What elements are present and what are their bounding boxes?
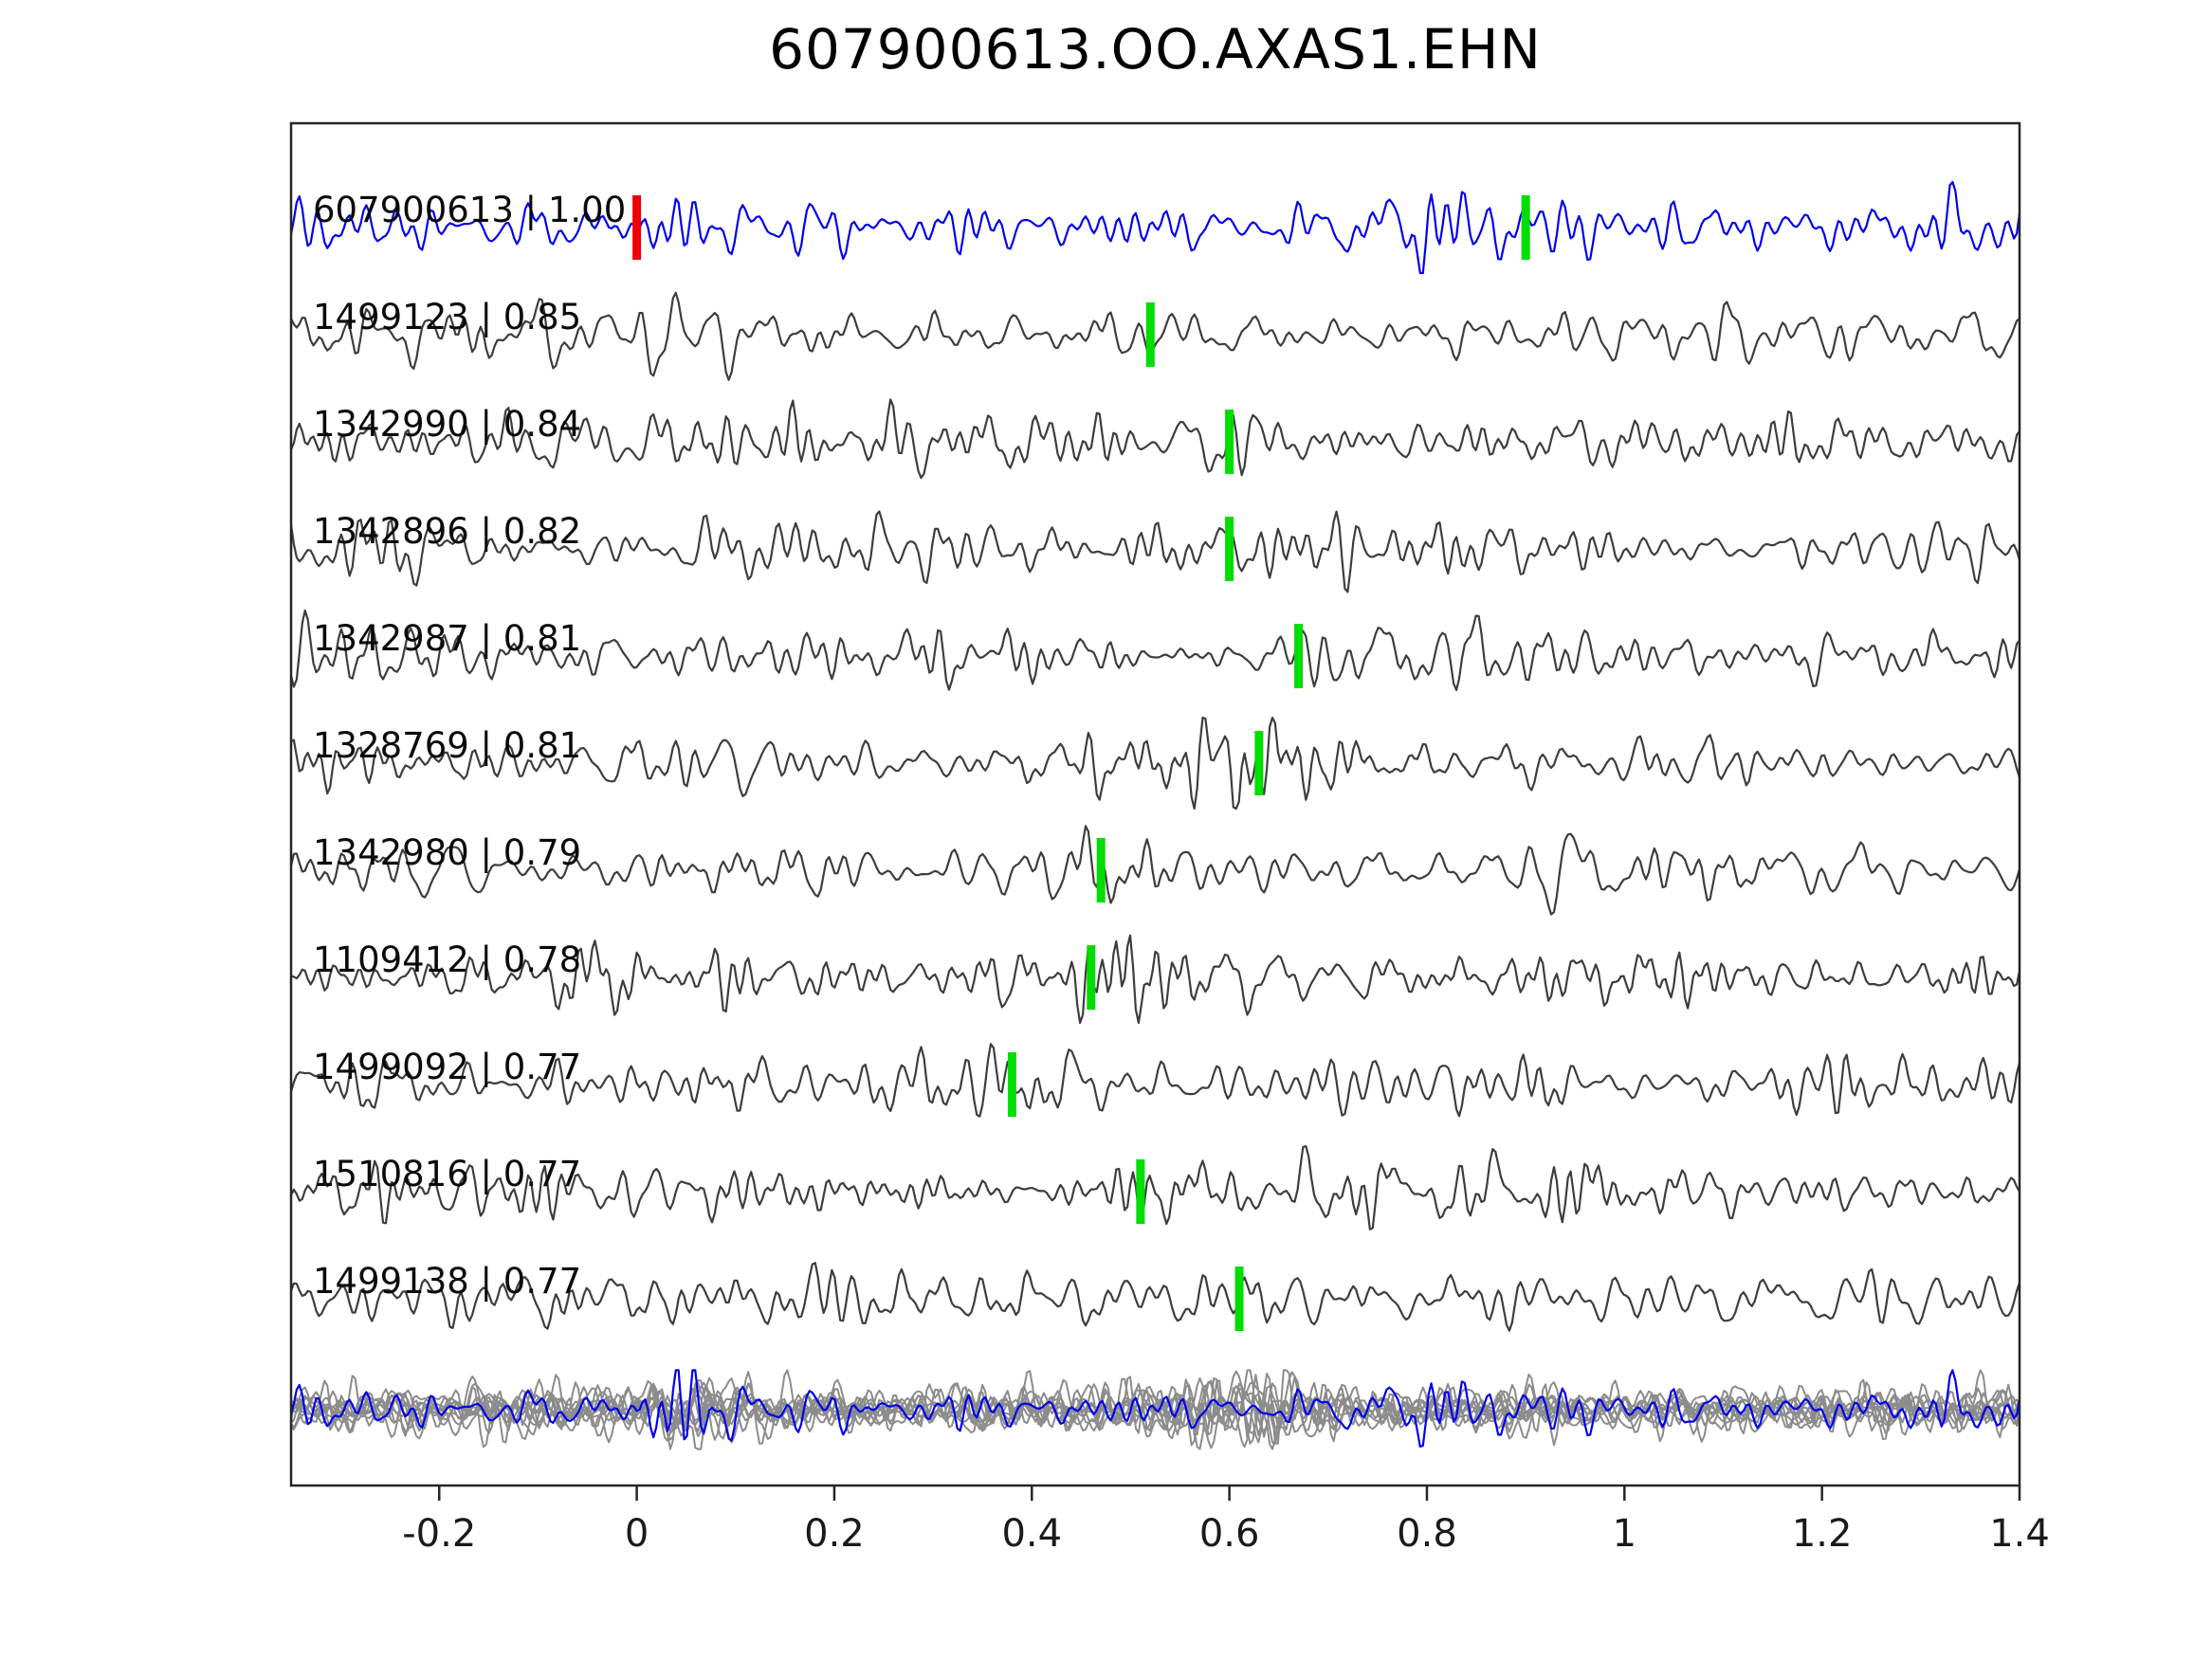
trace-1342990: [291, 398, 2020, 480]
trace-1342896: [291, 510, 2020, 593]
x-tick-label: 0.6: [1199, 1512, 1260, 1556]
traces-layer: [291, 180, 2020, 1450]
x-tick-label: 1: [1613, 1512, 1636, 1556]
overlay-reference-trace: [291, 1369, 2020, 1449]
trace-1109412: [291, 934, 2020, 1025]
trace-1328769: [291, 716, 2020, 811]
trace-label-1328769: 1328769 | 0.81: [313, 725, 581, 766]
x-tick-label: 1.2: [1792, 1512, 1853, 1556]
trace-label-1499123: 1499123 | 0.85: [313, 297, 581, 337]
x-tick-label: 0.4: [1001, 1512, 1062, 1556]
trace-label-1499092: 1499092 | 0.77: [313, 1047, 581, 1087]
trace-label-1342990: 1342990 | 0.84: [313, 404, 581, 445]
x-tick-label: 1.4: [1989, 1512, 2050, 1556]
trace-1510816: [291, 1144, 2020, 1231]
trace-label-1510816: 1510816 | 0.77: [313, 1154, 581, 1194]
trace-607900613: [291, 180, 2020, 275]
trace-label-1109412: 1109412 | 0.78: [313, 939, 581, 980]
x-tick-label: 0.2: [804, 1512, 865, 1556]
x-tick-label: 0: [625, 1512, 649, 1556]
trace-1499138: [291, 1262, 2020, 1332]
x-tick-label: -0.2: [402, 1512, 476, 1556]
trace-1499092: [291, 1043, 2020, 1118]
trace-label-1342980: 1342980 | 0.79: [313, 832, 581, 873]
trace-1499123: [291, 291, 2020, 381]
x-tick-label: 0.8: [1397, 1512, 1457, 1556]
overlay-trace: [291, 1369, 2020, 1449]
trace-1342987: [291, 609, 2020, 692]
plot-border: [289, 121, 2021, 1487]
trace-label-1342896: 1342896 | 0.82: [313, 511, 581, 552]
overlay-trace: [291, 1378, 2020, 1449]
trace-1342980: [291, 825, 2020, 916]
trace-label-1342987: 1342987 | 0.81: [313, 618, 581, 659]
trace-label-607900613: 607900613 | 1.00: [313, 190, 626, 230]
figure-title: 607900613.OO.AXAS1.EHN: [769, 17, 1542, 82]
trace-label-1499138: 1499138 | 0.77: [313, 1261, 581, 1302]
